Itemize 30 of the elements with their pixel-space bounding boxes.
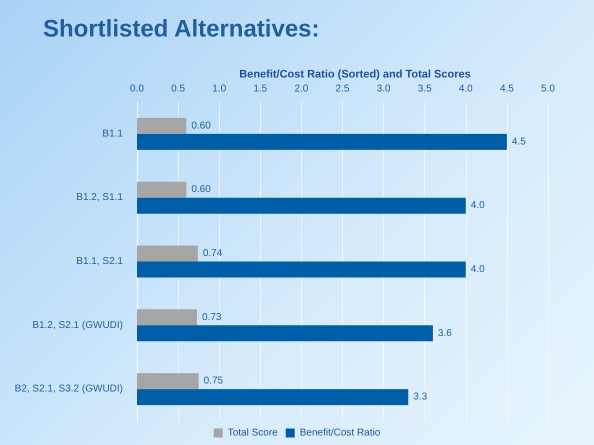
data-label: 0.74: [202, 248, 223, 259]
data-label: 0.60: [191, 184, 212, 196]
chart-title: Shortlisted Alternatives:: [43, 16, 320, 42]
text: 2.0: [294, 84, 308, 94]
data-label: 0.73: [202, 312, 222, 323]
text: 1.5: [253, 84, 268, 94]
text: 4.0: [458, 84, 473, 94]
data-label: 0.75: [204, 376, 224, 387]
data-label: 0.60: [191, 120, 212, 132]
text: 0.5: [171, 84, 186, 94]
y-tick-label: B1.1: [102, 128, 124, 140]
y-tick-label: B1.2, S1.1: [76, 192, 124, 204]
text: 3.0: [376, 84, 391, 94]
legend-label: Benefit/Cost Ratio: [300, 428, 381, 438]
text: 3.5: [418, 84, 432, 94]
data-label: 4.0: [470, 200, 486, 212]
chart-subtitle: Benefit/Cost Ratio (Sorted) and Total Scores: [239, 68, 471, 80]
legend-label: Total Score: [228, 428, 278, 438]
text: 5.0: [541, 84, 555, 94]
text: 4.5: [500, 84, 514, 94]
y-tick-label: B1.1, S2.1: [76, 256, 124, 267]
data-label: 4.5: [512, 136, 526, 148]
y-tick-label: B2, S2.1, S3.2 (GWUDI): [14, 384, 123, 395]
text: 1.0: [212, 84, 226, 94]
text: 2.5: [336, 84, 350, 94]
data-label: 4.0: [470, 264, 486, 275]
text: 0.0: [130, 84, 144, 94]
data-label: 3.3: [413, 392, 428, 403]
data-label: 3.6: [438, 328, 452, 339]
y-tick-label: B1.2, S2.1 (GWUDI): [32, 320, 123, 331]
